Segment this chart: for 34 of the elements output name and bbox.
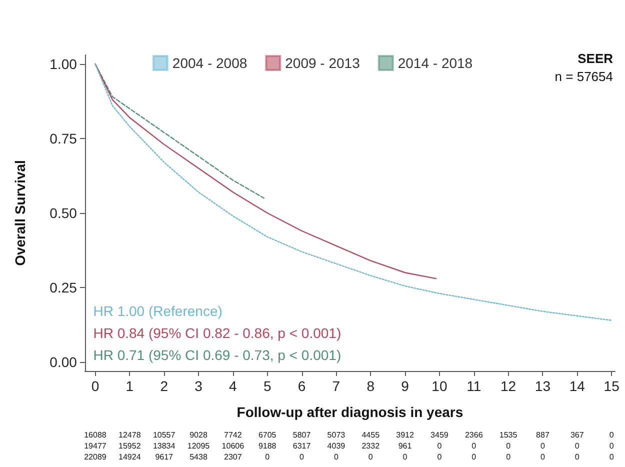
x-tick-label: 13: [534, 378, 551, 394]
x-tick-label: 12: [500, 378, 516, 394]
x-tick-label: 7: [332, 378, 340, 394]
annotation: HR 0.71 (95% CI 0.69 - 0.73, p < 0.001): [93, 347, 342, 364]
x-tick-label: 14: [569, 378, 586, 394]
x-tick-label: 15: [604, 378, 620, 394]
x-tick-label: 5: [263, 378, 272, 394]
y-tick-label: 0.00: [50, 354, 78, 370]
annotation: n = 57654: [554, 69, 614, 84]
annotation: HR 1.00 (Reference): [93, 303, 222, 320]
legend-label: 2014 - 2018: [398, 55, 473, 71]
x-tick-label: 10: [432, 378, 448, 394]
x-tick-label: 8: [366, 378, 375, 394]
annotation: HR 0.84 (95% CI 0.82 - 0.86, p < 0.001): [93, 325, 342, 342]
y-tick-label: 0.50: [50, 205, 78, 221]
text: 22089 14924 9617 5438 2307 0 0 0 0 0 0 0 0 0 0 0: [84, 452, 614, 462]
x-tick-label: 1: [126, 378, 134, 394]
y-tick-label: 1.00: [50, 56, 78, 72]
x-tick-label: 4: [229, 378, 238, 394]
x-tick-label: 0: [91, 378, 100, 394]
x-tick-label: 11: [466, 378, 482, 394]
x-tick-label: 2: [160, 378, 168, 394]
text: 16088 12478 10557 9028 7742 6705 5807 5073 4455 3912 3459 2366 1535 887 367 0: [84, 430, 614, 440]
x-tick-label: 9: [401, 378, 410, 394]
x-tick-label: 6: [298, 378, 306, 394]
annotation: SEER: [578, 51, 614, 66]
y-tick-label: 0.75: [50, 130, 78, 146]
x-tick-label: 3: [194, 378, 203, 394]
x-axis-title: Follow-up after diagnosis in years: [236, 404, 464, 420]
y-tick-label: 0.25: [50, 280, 78, 296]
y-axis-title: Overall Survival: [12, 160, 28, 266]
text: 19477 15952 13834 12095 10606 9188 6317 4039 2332 961 0 0 0 0 0 0: [84, 442, 614, 450]
legend-label: 2004 - 2008: [172, 55, 248, 71]
legend-label: 2009 - 2013: [285, 55, 360, 71]
